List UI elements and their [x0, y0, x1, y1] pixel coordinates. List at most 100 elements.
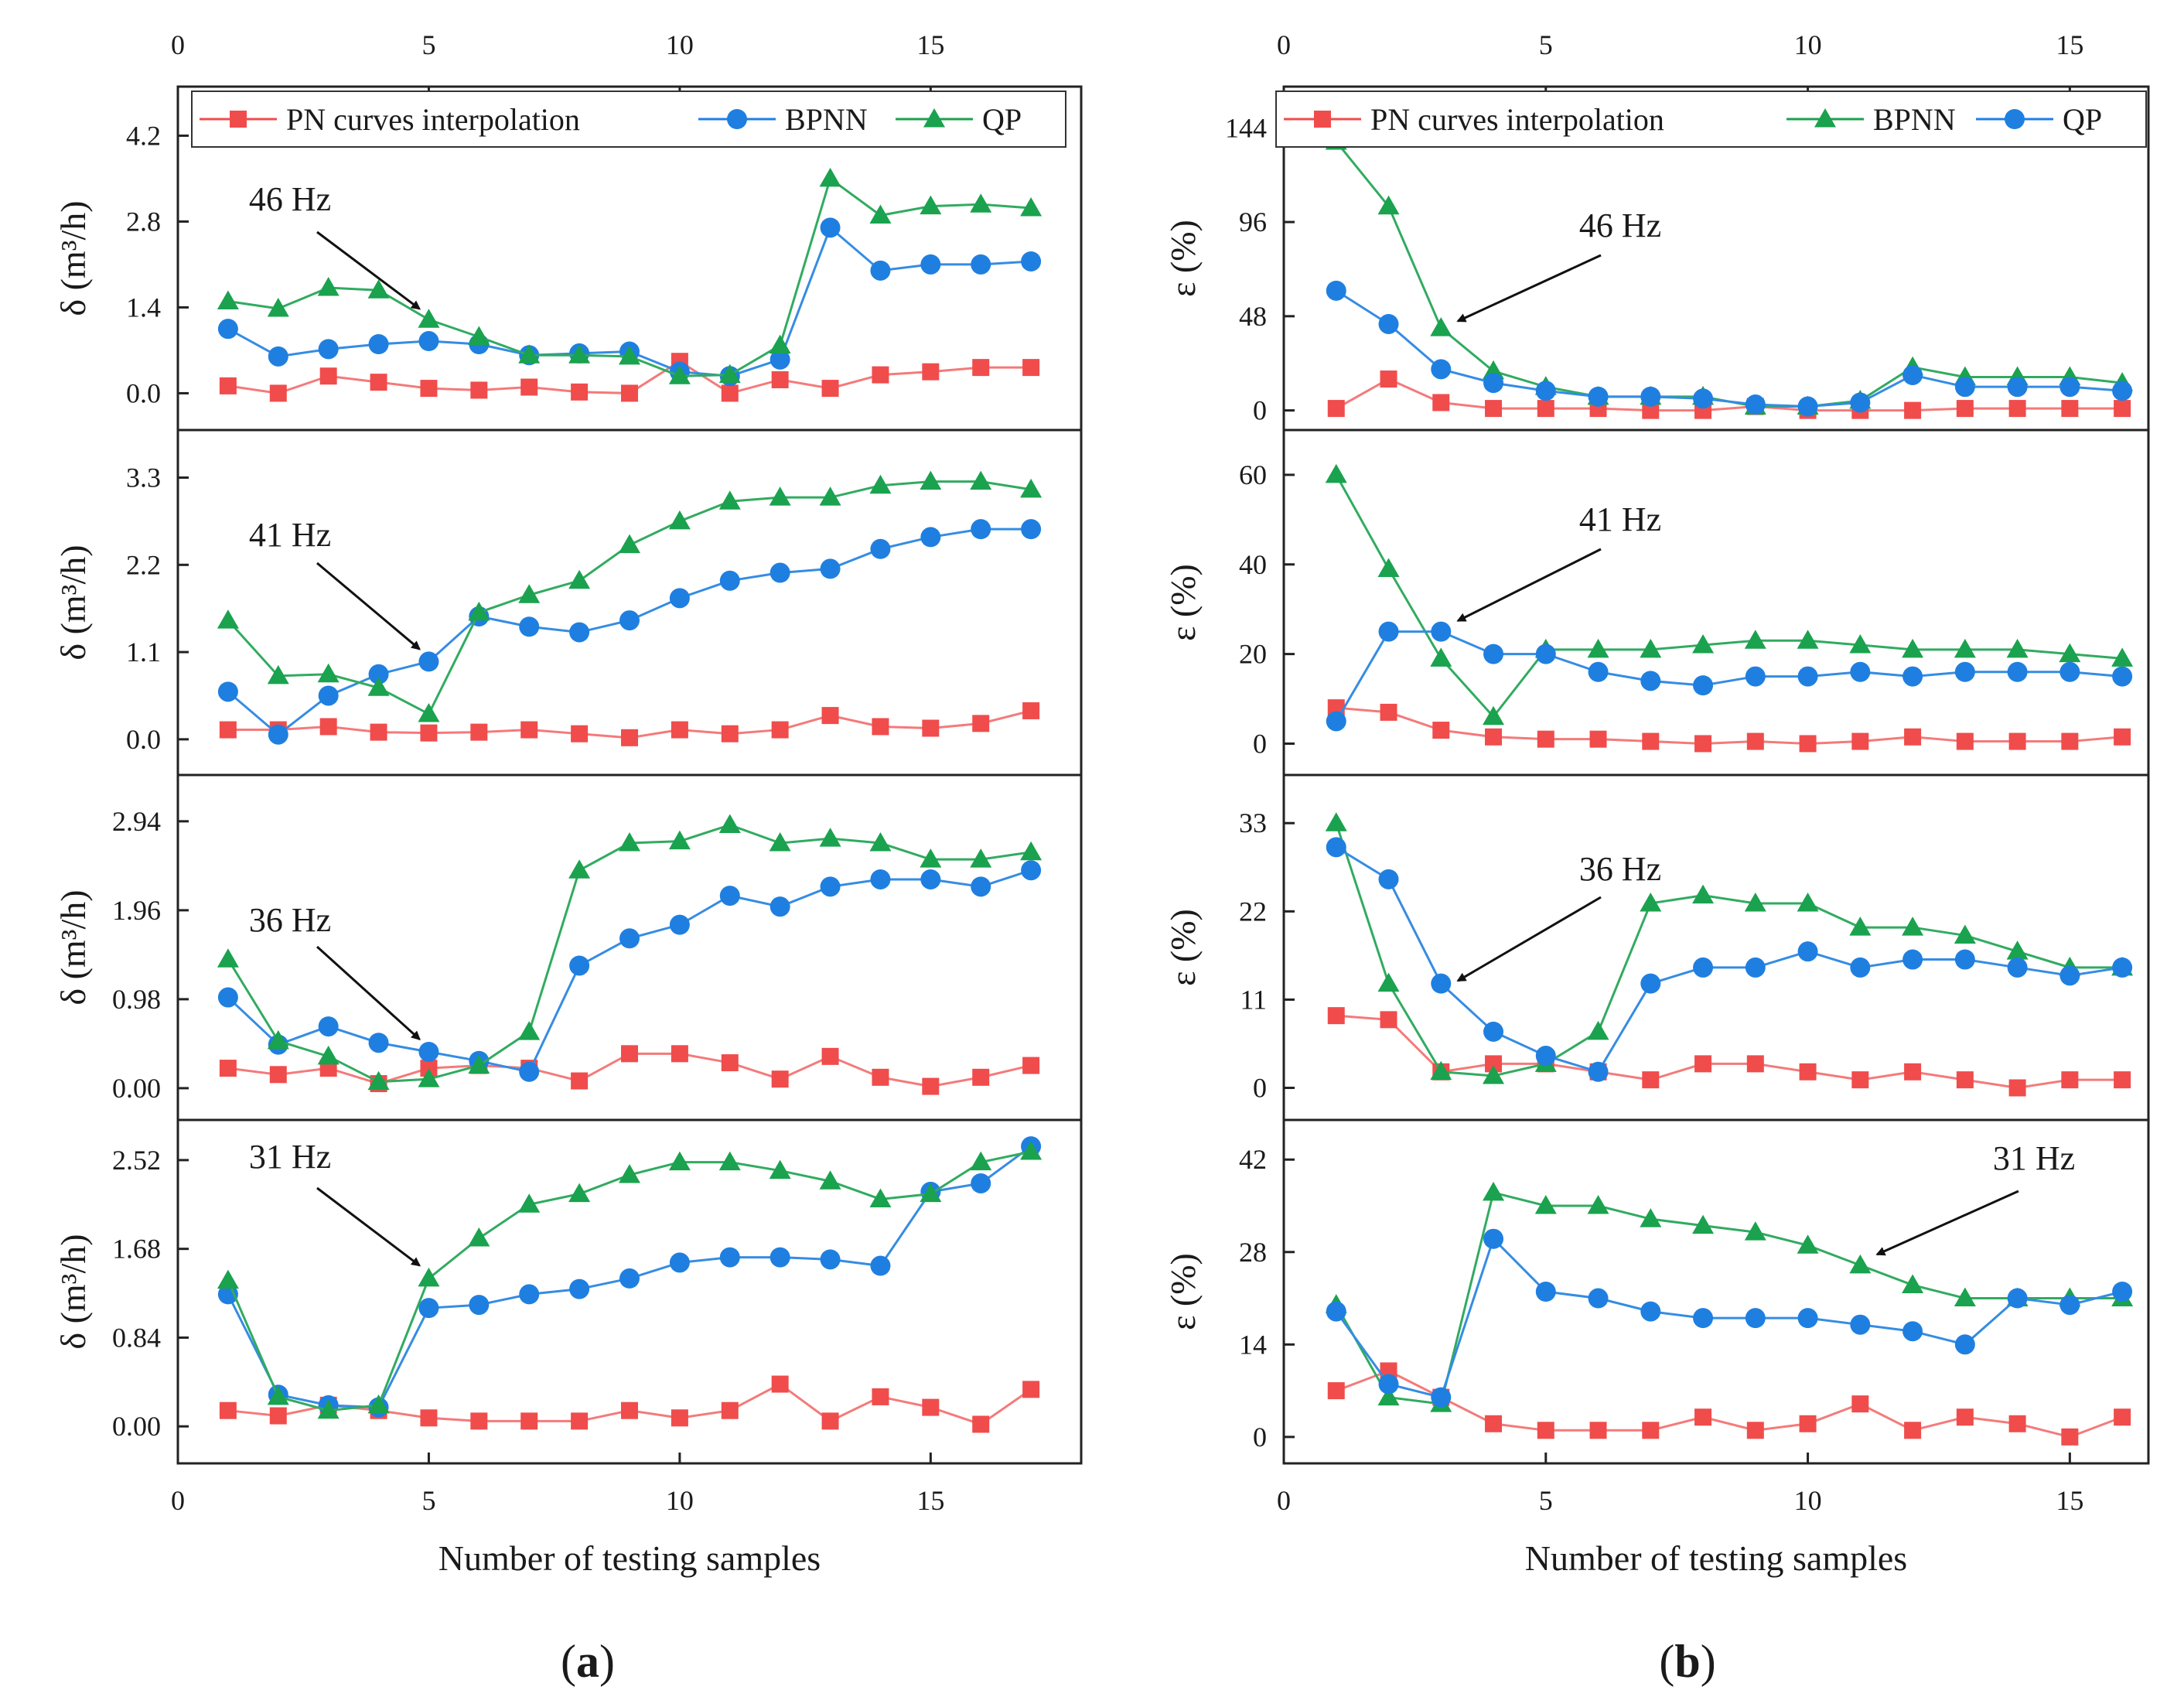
top-x-tick-label: 5 — [421, 29, 435, 60]
series-line — [1335, 822, 2123, 1077]
annotation-arrow — [1456, 254, 1602, 323]
data-point — [317, 1399, 340, 1419]
annotation-arrow — [316, 945, 421, 1040]
data-point — [1744, 892, 1766, 912]
data-point — [571, 1072, 589, 1090]
series-pn-curves-interpolation — [219, 702, 1040, 746]
y-tick-label: 60 — [1239, 459, 1267, 490]
subplot-36-hz: 0.00 0.98 1.96 2.94 δ (m³/h) 36 Hz — [53, 773, 1081, 1104]
bottom-x-tick-label: 10 — [1794, 1485, 1822, 1516]
data-point — [520, 378, 538, 396]
legend-label: PN curves interpolation — [286, 102, 580, 137]
subplot-41-hz: 0.0 1.1 2.2 3.3 δ (m³/h) 41 Hz — [53, 428, 1081, 755]
data-point — [2007, 661, 2028, 682]
y-tick-label: 0.0 — [126, 724, 161, 755]
data-point — [1485, 728, 1503, 746]
data-point — [2112, 666, 2133, 687]
series-pn-curves-interpolation — [1327, 1362, 2131, 1446]
data-point — [1327, 400, 1345, 418]
data-point — [619, 345, 640, 365]
data-point — [972, 359, 990, 377]
legend-marker — [2005, 109, 2025, 129]
data-point — [1588, 1288, 1609, 1309]
data-point — [1483, 1021, 1504, 1042]
data-point — [769, 334, 791, 354]
data-point — [1377, 972, 1400, 992]
data-point — [571, 383, 589, 401]
data-point — [920, 470, 942, 490]
data-point — [920, 848, 942, 868]
data-point — [671, 1045, 688, 1063]
y-axis-label: δ (m³/h) — [53, 200, 93, 316]
data-point — [2008, 1415, 2026, 1432]
top-x-tick-label: 15 — [916, 29, 944, 60]
y-tick-label: 144 — [1225, 112, 1267, 143]
data-point — [1377, 558, 1400, 578]
data-point — [1797, 1308, 1818, 1329]
series-qp — [1326, 837, 2133, 1082]
y-tick-label: 0.00 — [112, 1073, 161, 1104]
data-point — [869, 832, 892, 852]
panel-a-label: (a) — [561, 1636, 615, 1687]
data-point — [367, 1394, 390, 1414]
bottom-x-tick-label: 0 — [171, 1485, 185, 1516]
data-point — [217, 1269, 239, 1289]
data-point — [2112, 381, 2133, 401]
y-tick-label: 0.84 — [112, 1322, 161, 1353]
data-point — [217, 948, 239, 968]
y-tick-label: 0 — [1253, 728, 1267, 759]
y-tick-label: 0.98 — [112, 984, 161, 1015]
data-point — [470, 1412, 488, 1430]
data-point — [869, 474, 892, 494]
data-point — [1902, 638, 1924, 658]
data-point — [217, 319, 238, 340]
data-point — [1380, 703, 1397, 721]
data-point — [1904, 728, 1922, 746]
data-point — [1431, 973, 1452, 994]
data-point — [1850, 392, 1871, 413]
legend-label: QP — [2063, 102, 2102, 137]
data-point — [267, 664, 289, 685]
y-axis-label: δ (m³/h) — [53, 545, 93, 660]
y-tick-label: 42 — [1239, 1144, 1267, 1175]
data-point — [922, 1398, 940, 1416]
data-point — [568, 859, 591, 879]
data-point — [2059, 661, 2080, 682]
data-point — [2008, 732, 2026, 750]
legend-entry: QP — [1976, 102, 2102, 137]
data-point — [1904, 1422, 1922, 1439]
data-point — [267, 298, 289, 317]
y-axis-label: δ (m³/h) — [53, 1234, 93, 1349]
legend-entry: BPNN — [1786, 102, 1956, 137]
data-point — [1587, 638, 1609, 658]
data-point — [718, 364, 741, 384]
data-point — [819, 828, 841, 847]
data-point — [619, 534, 640, 554]
top-x-tick-label: 15 — [2056, 29, 2083, 60]
data-point — [469, 1295, 490, 1316]
data-point — [1954, 924, 1976, 944]
data-point — [1022, 702, 1040, 719]
data-point — [217, 1284, 238, 1305]
data-point — [1954, 1287, 1976, 1307]
data-point — [2007, 377, 2028, 398]
data-point — [771, 1070, 789, 1088]
data-point — [619, 610, 640, 631]
y-tick-label: 1.68 — [112, 1234, 161, 1265]
data-point — [1380, 370, 1397, 388]
data-point — [970, 848, 992, 868]
data-point — [1692, 1214, 1715, 1234]
data-point — [1432, 722, 1450, 739]
y-tick-label: 0 — [1253, 395, 1267, 426]
data-point — [518, 1193, 541, 1213]
data-point — [721, 384, 739, 402]
y-tick-label: 0 — [1253, 1422, 1267, 1453]
series-line — [1336, 377, 2123, 412]
legend: PN curves interpolation BPNN QP — [191, 90, 1066, 148]
data-point — [870, 869, 891, 889]
frequency-annotation: 46 Hz — [249, 180, 331, 218]
y-axis-label: ε (%) — [1163, 564, 1203, 641]
data-point — [1642, 732, 1660, 750]
data-point — [1642, 401, 1660, 419]
data-point — [1640, 386, 1661, 407]
